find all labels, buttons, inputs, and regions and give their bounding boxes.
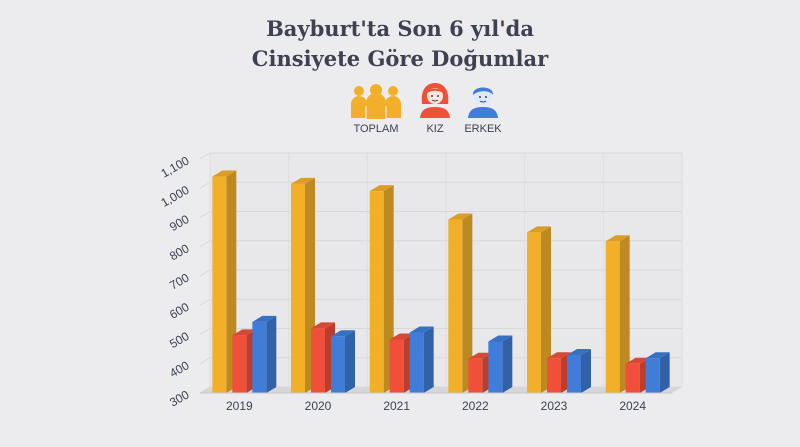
bar-erkek-2022 <box>488 335 513 393</box>
bar-erkek-2024 <box>645 352 670 393</box>
girl-icon <box>420 83 450 118</box>
bar-erkek-2020 <box>331 330 355 393</box>
y-tick-label: 600 <box>167 300 192 322</box>
x-tick-label: 2019 <box>226 399 253 413</box>
chart-title-line2: Cinsiyete Göre Doğumlar <box>251 46 549 71</box>
legend-label-girl: KIZ <box>426 123 444 135</box>
y-tick-label: 1,000 <box>158 183 191 210</box>
y-tick-label: 500 <box>167 329 192 351</box>
chart-title-line1: Bayburt'ta Son 6 yıl'da <box>266 16 534 41</box>
bar-toplam-2022 <box>448 213 473 393</box>
bar-erkek-2021 <box>409 326 434 393</box>
bar-toplam-2023 <box>527 226 551 393</box>
legend-label-boy: ERKEK <box>464 123 502 135</box>
boy-icon <box>468 87 498 118</box>
bar-erkek-2019 <box>252 315 277 393</box>
y-tick-label: 800 <box>167 241 192 263</box>
y-tick-label: 1,100 <box>158 153 191 180</box>
x-tick-label: 2022 <box>462 399 489 413</box>
y-tick-label: 900 <box>167 212 192 234</box>
y-tick-label: 400 <box>167 358 192 380</box>
x-tick-label: 2023 <box>541 399 568 413</box>
bar-erkek-2023 <box>567 348 591 393</box>
bar-toplam-2024 <box>605 235 630 393</box>
legend-label-total: TOPLAM <box>353 123 399 135</box>
x-tick-label: 2024 <box>619 399 646 413</box>
y-tick-label: 300 <box>167 387 192 409</box>
x-tick-label: 2021 <box>383 399 410 413</box>
x-tick-label: 2020 <box>305 399 332 413</box>
y-tick-label: 700 <box>167 270 192 292</box>
group-people-icon <box>351 84 401 119</box>
